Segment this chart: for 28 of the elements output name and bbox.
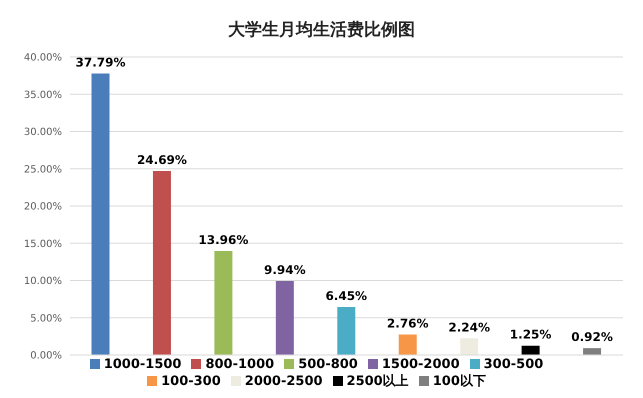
data-label: 24.69% xyxy=(136,153,187,168)
chart-title: 大学生月均生活费比例图 xyxy=(227,19,416,41)
legend-label: 300-500 xyxy=(484,357,544,372)
y-tick-label: 20.00% xyxy=(24,202,62,213)
y-tick-label: 40.00% xyxy=(24,52,62,64)
data-label: 6.45% xyxy=(325,288,368,303)
data-label: 2.24% xyxy=(448,320,490,334)
y-tick-label: 15.00% xyxy=(24,238,62,250)
legend-label: 2500以上 xyxy=(346,374,409,389)
y-tick-label: 5.00% xyxy=(30,313,62,324)
data-label: 2.76% xyxy=(386,316,429,330)
y-tick-label: 30.00% xyxy=(24,127,62,138)
y-tick-label: 0.00% xyxy=(30,350,62,362)
legend-label: 2000-2500 xyxy=(244,374,323,389)
legend-label: 1000-1500 xyxy=(104,357,182,372)
legend-label: 800-1000 xyxy=(205,357,274,372)
y-tick-label: 35.00% xyxy=(24,90,62,101)
legend-label: 100以下 xyxy=(432,374,486,389)
y-tick-label: 10.00% xyxy=(24,276,62,288)
legend-label: 100-300 xyxy=(161,374,221,389)
legend-label: 500-800 xyxy=(298,357,358,372)
data-label: 0.92% xyxy=(571,330,613,344)
data-label: 1.25% xyxy=(510,328,552,342)
y-tick-label: 25.00% xyxy=(24,164,62,176)
data-label: 37.79% xyxy=(76,55,126,70)
data-label: 9.94% xyxy=(264,262,306,277)
legend-label: 1500-2000 xyxy=(382,357,460,372)
data-label: 13.96% xyxy=(198,233,248,247)
